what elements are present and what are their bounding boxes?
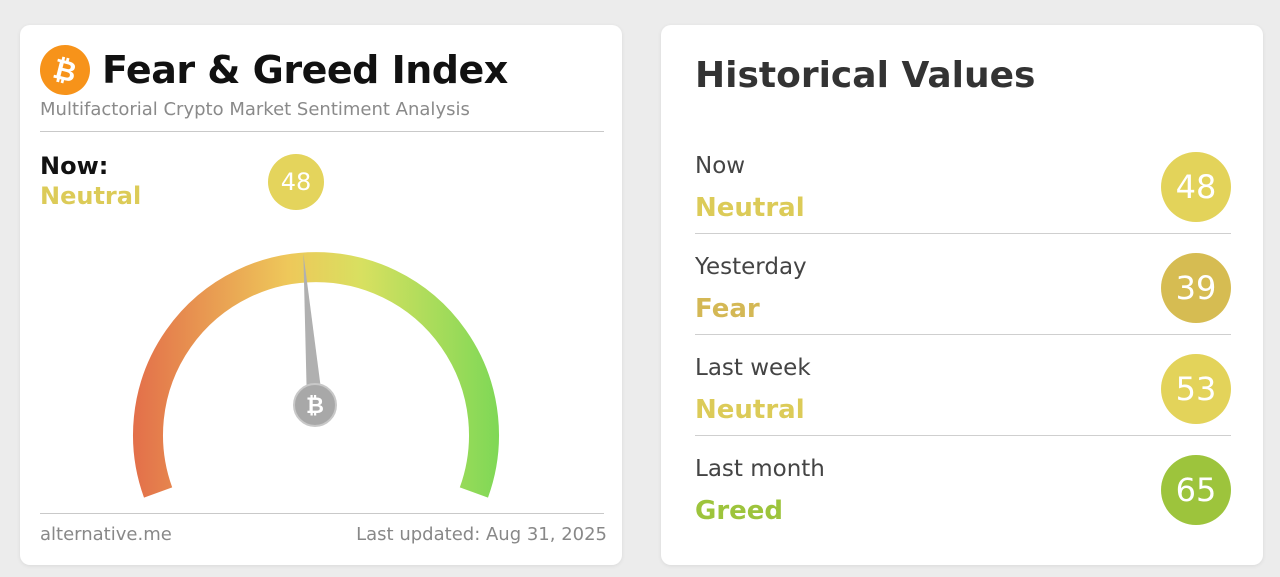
history-row-last-month: Last month Greed 65 — [695, 436, 1231, 537]
divider — [40, 513, 604, 514]
gauge-needle — [303, 253, 323, 406]
source-link[interactable]: alternative.me — [40, 524, 172, 545]
divider — [40, 131, 604, 132]
last-updated: Last updated: Aug 31, 2025 — [356, 524, 607, 545]
history-classification: Neutral — [695, 395, 805, 425]
history-value-badge: 39 — [1161, 253, 1231, 323]
history-classification: Neutral — [695, 193, 805, 223]
history-period: Now — [695, 153, 746, 179]
history-value-badge: 53 — [1161, 354, 1231, 424]
bitcoin-icon: ₿ — [306, 394, 324, 419]
history-value-badge: 48 — [1161, 152, 1231, 222]
history-period: Last month — [695, 456, 825, 482]
historical-title: Historical Values — [695, 55, 1036, 96]
divider — [695, 435, 1231, 436]
historical-values-card: Historical Values Now Neutral 48 Yesterd… — [661, 25, 1263, 565]
fear-greed-card: ₿ Fear & Greed Index Multifactorial Cryp… — [20, 25, 622, 565]
history-period: Yesterday — [695, 254, 807, 280]
divider — [695, 334, 1231, 335]
history-value-badge: 65 — [1161, 455, 1231, 525]
card-subtitle: Multifactorial Crypto Market Sentiment A… — [40, 99, 470, 120]
history-row-yesterday: Yesterday Fear 39 — [695, 234, 1231, 335]
divider — [695, 233, 1231, 234]
now-classification: Neutral — [40, 182, 142, 210]
history-period: Last week — [695, 355, 811, 381]
now-label: Now: — [40, 152, 109, 180]
history-classification: Greed — [695, 496, 784, 526]
sentiment-gauge: ₿ — [133, 252, 499, 498]
gauge-arc — [133, 252, 499, 498]
needle-hub-icon — [293, 383, 337, 427]
history-row-last-week: Last week Neutral 53 — [695, 335, 1231, 436]
history-row-now: Now Neutral 48 — [695, 133, 1231, 234]
card-title: Fear & Greed Index — [102, 48, 508, 92]
history-classification: Fear — [695, 294, 760, 324]
current-value-bubble: 48 — [268, 154, 324, 210]
